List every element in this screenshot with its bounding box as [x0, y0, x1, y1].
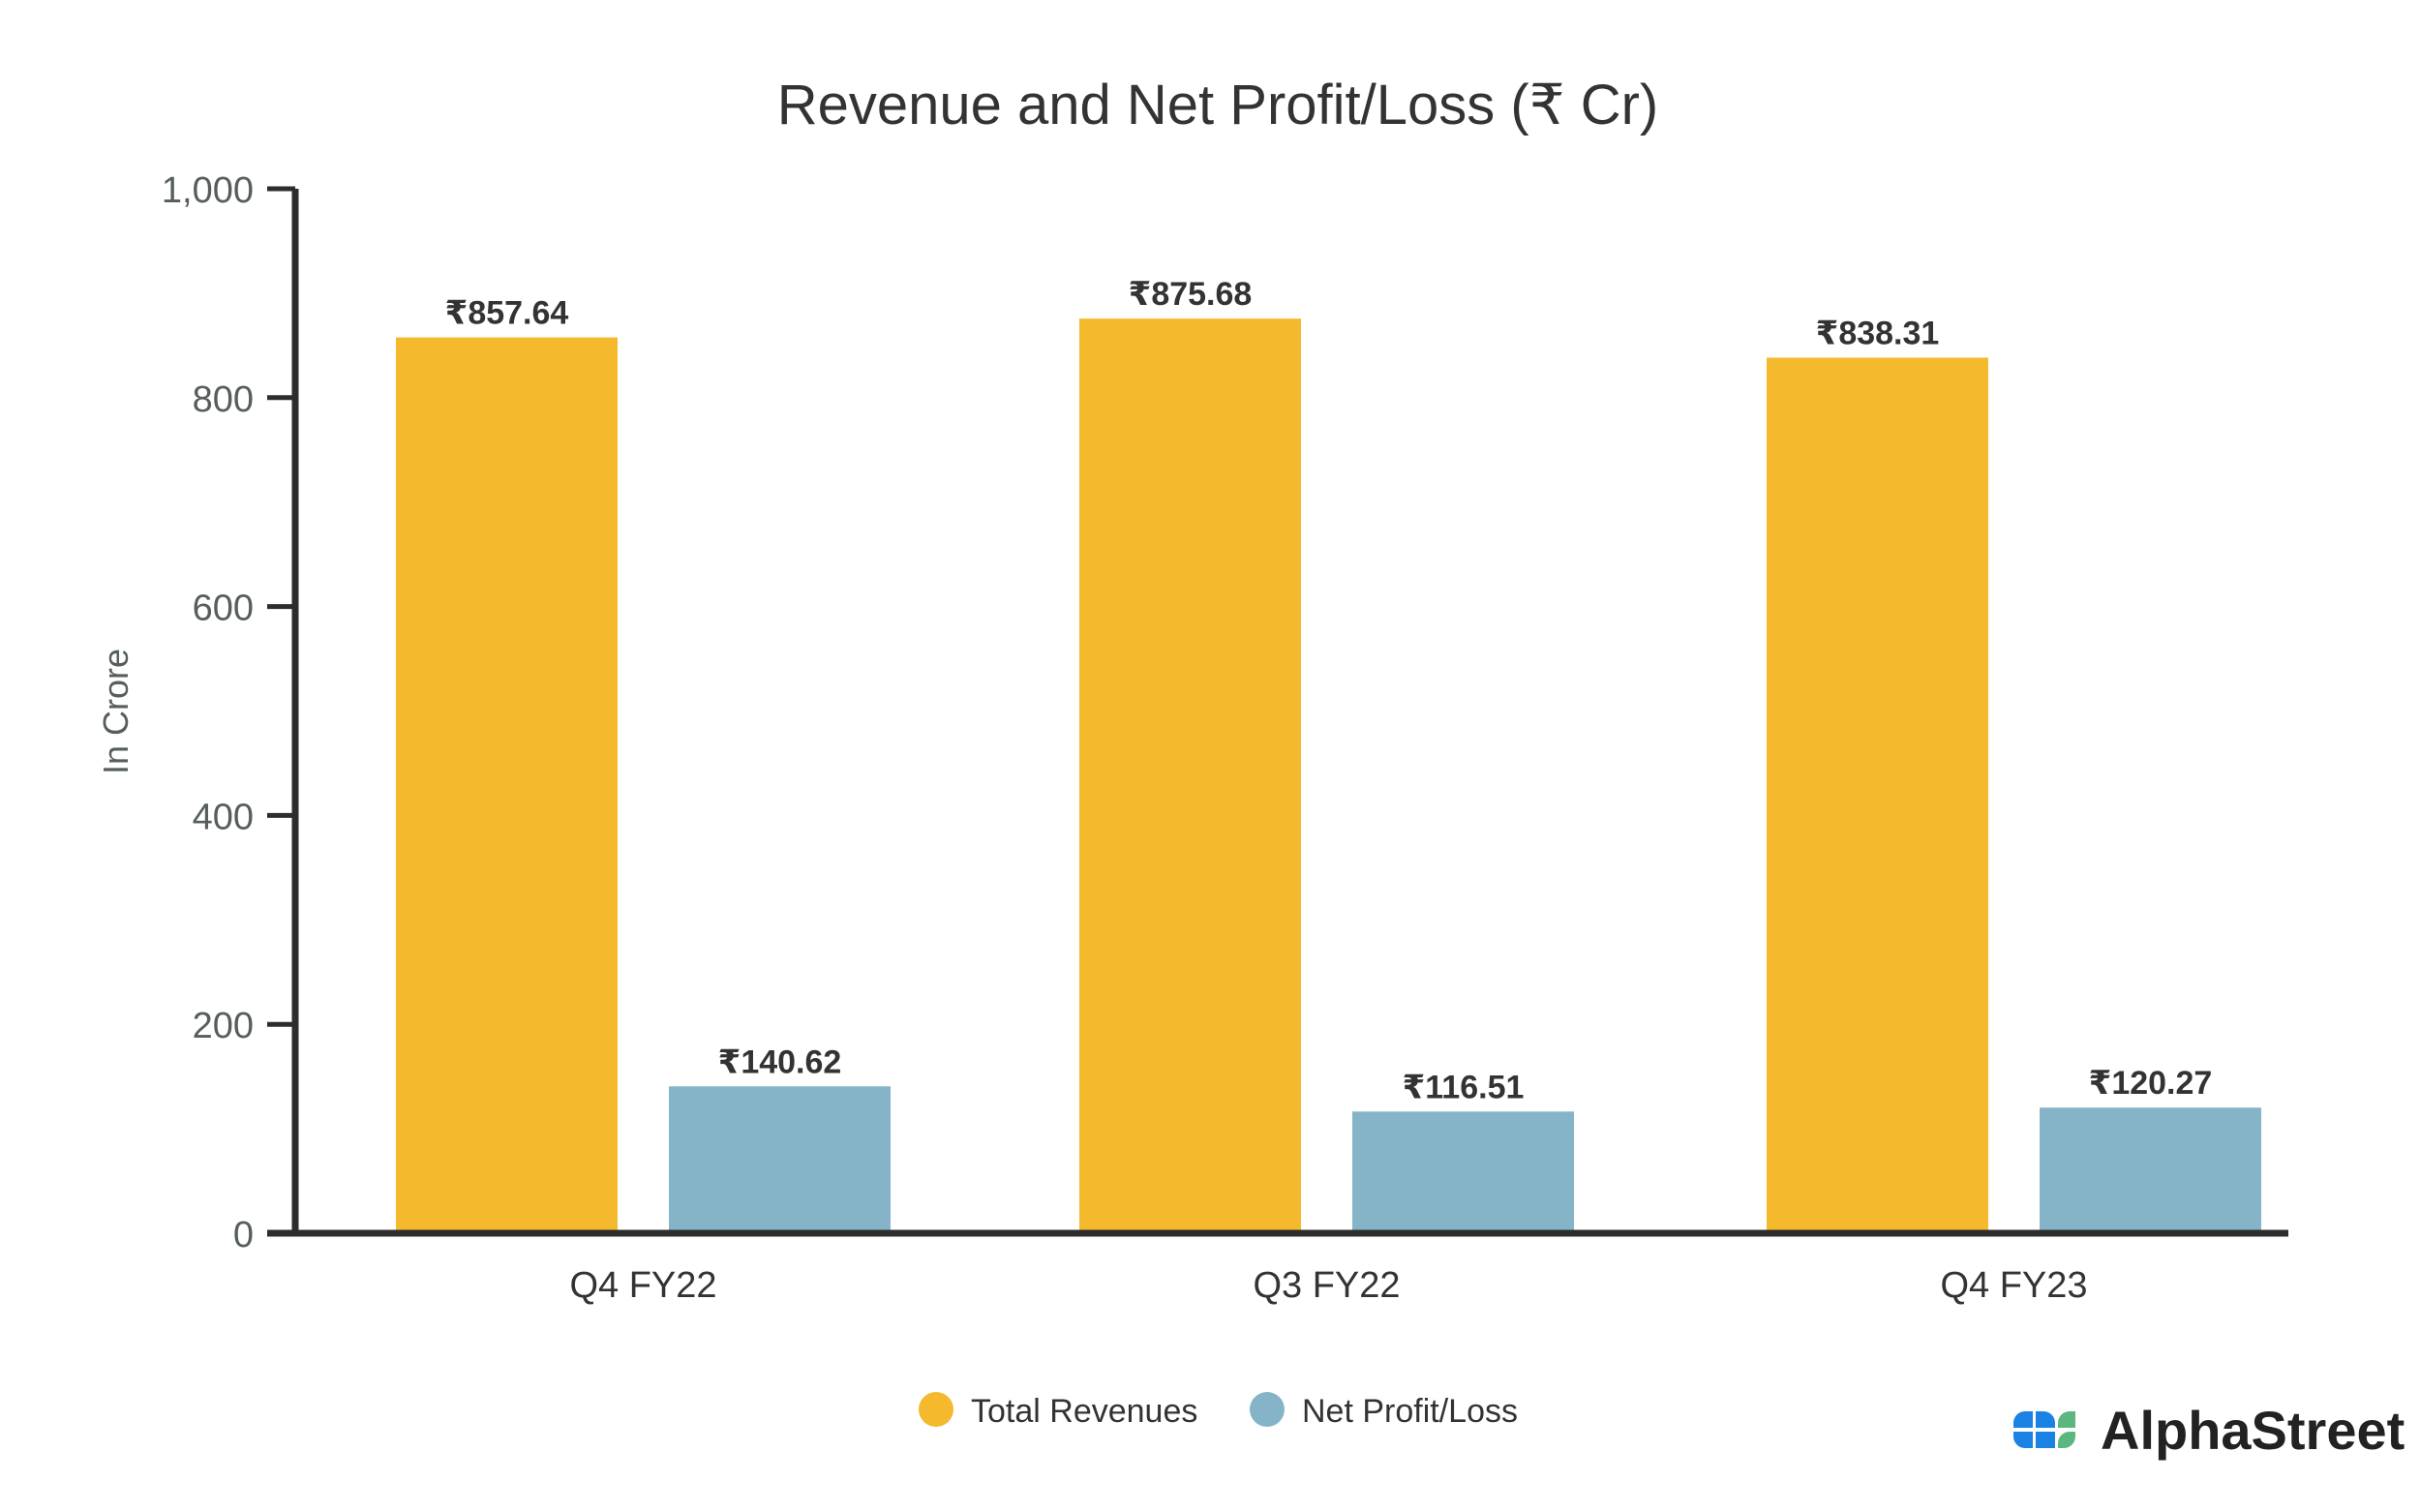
- data-label: ₹116.51: [1403, 1069, 1525, 1105]
- y-tick-label: 0: [233, 1215, 254, 1255]
- legend-label-total-revenues: Total Revenues: [971, 1393, 1197, 1430]
- x-tick-label: Q4 FY23: [1940, 1265, 2087, 1306]
- chart-title: Revenue and Net Profit/Loss (₹ Cr): [777, 74, 1659, 136]
- y-axis-label: In Crore: [96, 649, 136, 774]
- y-tick-label: 1,000: [162, 170, 254, 211]
- legend-label-net-profit-loss: Net Profit/Loss: [1302, 1393, 1518, 1430]
- bar-net-profit-loss: [1352, 1111, 1574, 1233]
- data-label: ₹838.31: [1816, 315, 1940, 351]
- data-label: ₹857.64: [445, 295, 569, 332]
- legend: Total Revenues Net Profit/Loss: [919, 1392, 1518, 1430]
- y-tick-label: 400: [193, 797, 254, 837]
- bar-total-revenues: [1767, 357, 1988, 1233]
- alphastreet-logo: AlphaStreet: [2013, 1400, 2405, 1461]
- y-tick-label: 800: [193, 379, 254, 420]
- bar-net-profit-loss: [2040, 1107, 2261, 1233]
- data-label: ₹120.27: [2089, 1065, 2213, 1102]
- bar-net-profit-loss: [669, 1086, 891, 1233]
- x-tick-label: Q3 FY22: [1253, 1265, 1400, 1306]
- alphastreet-logo-icon: [2013, 1411, 2075, 1448]
- x-tick-label: Q4 FY22: [569, 1265, 716, 1306]
- bar-total-revenues: [1079, 318, 1301, 1234]
- y-tick-label: 200: [193, 1006, 254, 1046]
- alphastreet-logo-text: AlphaStreet: [2101, 1400, 2405, 1461]
- data-label: ₹875.68: [1129, 276, 1253, 313]
- legend-swatch-total-revenues: [919, 1392, 953, 1427]
- legend-swatch-net-profit-loss: [1250, 1392, 1285, 1427]
- data-label: ₹140.62: [718, 1043, 842, 1080]
- y-tick-label: 600: [193, 589, 254, 629]
- bar-total-revenues: [396, 337, 618, 1233]
